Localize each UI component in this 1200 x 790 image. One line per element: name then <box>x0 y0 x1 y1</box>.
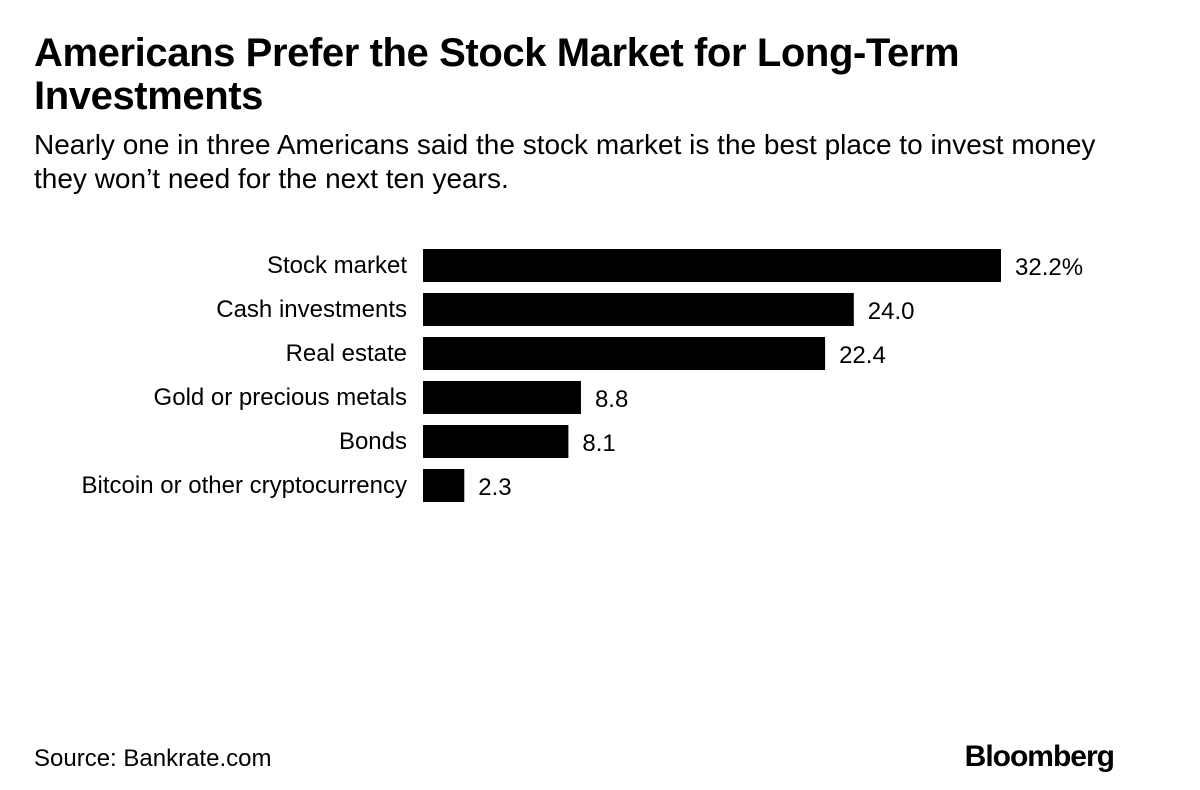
category-label: Real estate <box>286 340 407 367</box>
bar-bonds <box>423 425 569 458</box>
bar-stock-market <box>423 249 1001 282</box>
value-label: 8.1 <box>582 430 615 457</box>
category-label: Bonds <box>339 428 407 455</box>
bar-chart: Stock market 32.2% Cash investments 24.0 Rea… <box>82 249 1083 502</box>
value-label: 32.2% <box>1015 254 1083 281</box>
value-label: 2.3 <box>478 474 511 501</box>
bloomberg-logo: Bloomberg <box>964 740 1115 773</box>
value-label: 8.8 <box>595 386 628 413</box>
value-label: 22.4 <box>839 342 886 369</box>
chart-subtitle: Nearly one in three Americans said the s… <box>34 129 1096 194</box>
bar-cash-investments <box>423 293 854 326</box>
chart-title: Americans Prefer the Stock Market for Lo… <box>34 31 960 118</box>
bar-gold-or-precious-metals <box>423 381 581 414</box>
bar-real-estate <box>423 337 826 370</box>
source-note: Source: Bankrate.com <box>34 745 272 772</box>
category-label: Stock market <box>267 252 407 279</box>
value-label: 24.0 <box>868 298 915 325</box>
category-label: Bitcoin or other cryptocurrency <box>82 472 407 499</box>
category-label: Gold or precious metals <box>154 384 407 411</box>
category-label: Cash investments <box>216 296 407 323</box>
bar-bitcoin-or-other-cryptocurrency <box>423 469 465 502</box>
